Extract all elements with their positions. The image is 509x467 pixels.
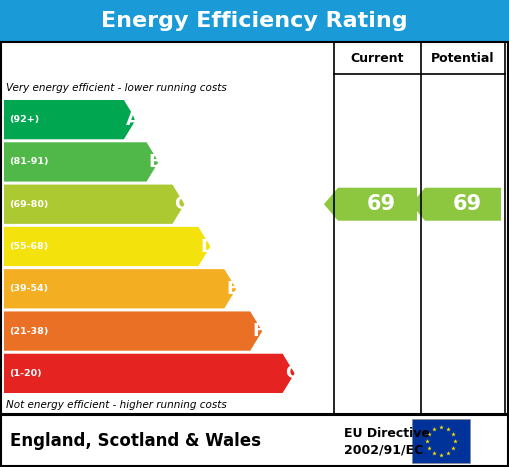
Polygon shape	[4, 100, 136, 139]
Text: (81-91): (81-91)	[9, 157, 48, 166]
Polygon shape	[4, 184, 184, 224]
Text: 69: 69	[367, 194, 396, 214]
Text: (69-80): (69-80)	[9, 200, 48, 209]
Text: (39-54): (39-54)	[9, 284, 48, 293]
Polygon shape	[4, 227, 210, 266]
Text: C: C	[175, 195, 188, 213]
Text: EU Directive: EU Directive	[344, 427, 430, 440]
Text: (92+): (92+)	[9, 115, 39, 124]
Text: (55-68): (55-68)	[9, 242, 48, 251]
Text: (21-38): (21-38)	[9, 326, 48, 336]
Text: Energy Efficiency Rating: Energy Efficiency Rating	[101, 11, 408, 31]
Text: 2002/91/EC: 2002/91/EC	[344, 444, 423, 457]
Polygon shape	[324, 188, 417, 221]
Text: E: E	[227, 280, 239, 298]
Text: Potential: Potential	[431, 51, 495, 64]
Text: Very energy efficient - lower running costs: Very energy efficient - lower running co…	[6, 83, 227, 93]
Text: F: F	[252, 322, 265, 340]
Polygon shape	[411, 188, 501, 221]
Text: G: G	[285, 364, 299, 382]
Polygon shape	[4, 354, 295, 393]
Polygon shape	[4, 142, 159, 182]
Text: Current: Current	[351, 51, 404, 64]
Polygon shape	[4, 311, 262, 351]
Text: 69: 69	[453, 194, 482, 214]
Text: B: B	[149, 153, 162, 171]
Text: (1-20): (1-20)	[9, 369, 42, 378]
Polygon shape	[4, 269, 236, 308]
Bar	[1, 415, 508, 466]
Bar	[0, 0, 509, 42]
Text: D: D	[201, 238, 215, 255]
Text: A: A	[126, 111, 140, 128]
Text: England, Scotland & Wales: England, Scotland & Wales	[10, 432, 261, 450]
Bar	[412, 419, 470, 463]
Text: Not energy efficient - higher running costs: Not energy efficient - higher running co…	[6, 400, 227, 410]
Bar	[1, 42, 508, 414]
